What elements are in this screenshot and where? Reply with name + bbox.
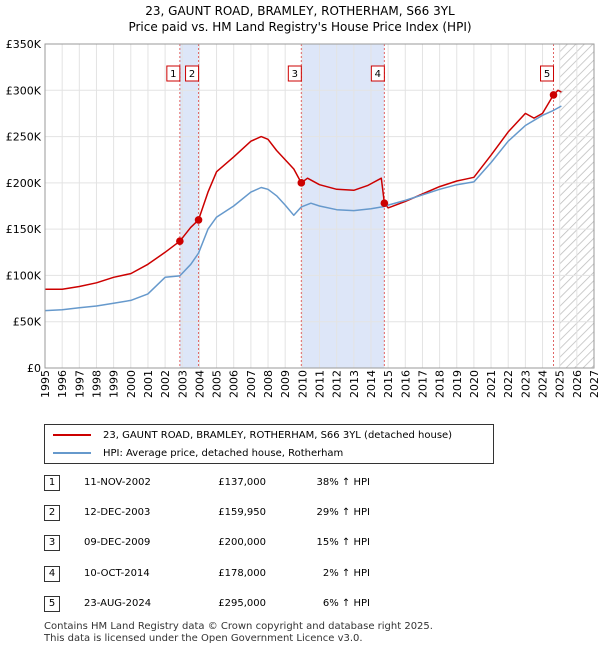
sale-hpi-change: 15% ↑ HPI bbox=[316, 537, 370, 548]
sale-date: 12-DEC-2003 bbox=[84, 507, 151, 518]
sale-hpi-change: 38% ↑ HPI bbox=[316, 477, 370, 488]
x-tick-label: 2008 bbox=[262, 370, 275, 398]
sale-point bbox=[194, 216, 203, 224]
chart-title: 23, GAUNT ROAD, BRAMLEY, ROTHERHAM, S66 … bbox=[145, 4, 455, 18]
sale-number-label: 3 bbox=[292, 69, 298, 80]
x-tick-label: 2021 bbox=[485, 370, 498, 398]
price-chart: 1 2 3 4 5 £0 £50K £100K £150K £200K £250K £300K £350… bbox=[6, 38, 600, 398]
footer-copyright: Contains HM Land Registry data © Crown c… bbox=[44, 621, 433, 632]
sale-price: £159,950 bbox=[218, 507, 266, 518]
x-tick-label: 1996 bbox=[56, 370, 69, 398]
sale-number-label: 5 bbox=[544, 69, 550, 80]
x-tick-label: 2000 bbox=[125, 370, 138, 398]
x-tick-label: 1997 bbox=[73, 370, 86, 398]
sale-date: 10-OCT-2014 bbox=[84, 568, 150, 579]
x-tick-label: 2027 bbox=[588, 370, 600, 398]
sale-hpi-change: 29% ↑ HPI bbox=[316, 507, 370, 518]
sale-number-box bbox=[540, 65, 555, 82]
y-tick-label: £300K bbox=[6, 84, 42, 97]
plot-frame bbox=[44, 43, 595, 369]
x-tick-label: 2026 bbox=[571, 370, 584, 398]
sale-price: £178,000 bbox=[218, 568, 266, 579]
sale-price: £295,000 bbox=[218, 598, 266, 609]
y-tick-label: £150K bbox=[6, 223, 42, 236]
x-tick-label: 2024 bbox=[537, 370, 550, 398]
sale-point bbox=[549, 91, 558, 99]
table-row: 5 23-AUG-2024 £295,000 6% ↑ HPI bbox=[44, 596, 404, 614]
sale-number: 3 bbox=[44, 535, 60, 551]
sale-price: £137,000 bbox=[218, 477, 266, 488]
x-tick-label: 2002 bbox=[159, 370, 172, 398]
x-tick-label: 2009 bbox=[279, 370, 292, 398]
sale-number-label: 4 bbox=[375, 69, 381, 80]
y-tick-label: £350K bbox=[6, 38, 42, 51]
x-tick-label: 2020 bbox=[468, 370, 481, 398]
sale-number: 2 bbox=[44, 505, 60, 521]
sale-point bbox=[380, 199, 389, 208]
legend: 23, GAUNT ROAD, BRAMLEY, ROTHERHAM, S66 … bbox=[44, 424, 494, 464]
footer-licence: This data is licensed under the Open Gov… bbox=[44, 633, 363, 644]
sale-number: 1 bbox=[44, 475, 60, 491]
x-tick-label: 2011 bbox=[314, 370, 327, 398]
sale-number-label: 2 bbox=[189, 69, 195, 80]
x-tick-label: 2016 bbox=[399, 370, 412, 398]
y-tick-label: £0 bbox=[27, 362, 41, 375]
table-row: 4 10-OCT-2014 £178,000 2% ↑ HPI bbox=[44, 566, 404, 584]
sale-price: £200,000 bbox=[218, 537, 266, 548]
y-tick-label: £200K bbox=[6, 177, 42, 190]
x-tick-label: 2006 bbox=[228, 370, 241, 398]
sale-number-label: 1 bbox=[170, 69, 176, 80]
x-tick-label: 1999 bbox=[108, 370, 121, 398]
x-tick-label: 1998 bbox=[90, 370, 103, 398]
sale-date: 09-DEC-2009 bbox=[84, 537, 151, 548]
y-tick-label: £50K bbox=[13, 316, 42, 329]
x-tick-label: 2012 bbox=[331, 370, 344, 398]
sale-number: 5 bbox=[44, 596, 60, 612]
sale-number-box bbox=[185, 65, 200, 82]
sale-number-box bbox=[166, 65, 181, 82]
sale-date: 11-NOV-2002 bbox=[84, 477, 151, 488]
y-tick-label: £250K bbox=[6, 131, 42, 144]
sale-number: 4 bbox=[44, 566, 60, 582]
x-tick-label: 2001 bbox=[142, 370, 155, 398]
x-tick-label: 2023 bbox=[519, 370, 532, 398]
x-tick-label: 2013 bbox=[348, 370, 361, 398]
table-row: 3 09-DEC-2009 £200,000 15% ↑ HPI bbox=[44, 535, 404, 553]
x-tick-label: 2015 bbox=[382, 370, 395, 398]
sale-hpi-change: 2% ↑ HPI bbox=[322, 568, 370, 579]
legend-item-hpi: HPI: Average price, detached house, Roth… bbox=[53, 445, 343, 461]
sale-date: 23-AUG-2024 bbox=[84, 598, 152, 609]
y-tick-label: £100K bbox=[6, 269, 42, 282]
x-tick-label: 2004 bbox=[193, 370, 206, 398]
legend-swatch-hpi bbox=[53, 452, 91, 454]
series-line-hpi bbox=[44, 105, 562, 312]
table-row: 1 11-NOV-2002 £137,000 38% ↑ HPI bbox=[44, 475, 404, 493]
sale-point bbox=[176, 237, 184, 245]
x-tick-label: 2005 bbox=[211, 370, 224, 398]
sale-number-box bbox=[287, 65, 302, 82]
x-tick-label: 2019 bbox=[451, 370, 464, 398]
x-tick-label: 2014 bbox=[365, 370, 378, 398]
x-tick-label: 2007 bbox=[245, 370, 258, 398]
sale-number-box bbox=[370, 65, 385, 82]
legend-label-property: 23, GAUNT ROAD, BRAMLEY, ROTHERHAM, S66 … bbox=[103, 429, 453, 441]
legend-item-property: 23, GAUNT ROAD, BRAMLEY, ROTHERHAM, S66 … bbox=[53, 427, 452, 443]
shaded-period bbox=[179, 44, 199, 368]
shaded-period bbox=[301, 44, 385, 368]
x-tick-label: 2017 bbox=[416, 370, 429, 398]
series-line-property bbox=[45, 89, 562, 291]
chart-subtitle: Price paid vs. HM Land Registry's House … bbox=[128, 20, 472, 34]
x-tick-label: 2010 bbox=[296, 370, 309, 398]
sale-point bbox=[297, 179, 306, 187]
x-tick-label: 2003 bbox=[176, 370, 189, 398]
legend-swatch-property bbox=[53, 434, 91, 436]
x-tick-label: 2025 bbox=[554, 370, 567, 398]
x-tick-label: 2022 bbox=[502, 370, 515, 398]
sale-hpi-change: 6% ↑ HPI bbox=[322, 598, 370, 609]
x-tick-label: 2018 bbox=[434, 370, 447, 398]
x-tick-label: 1995 bbox=[39, 370, 52, 398]
legend-label-hpi: HPI: Average price, detached house, Roth… bbox=[103, 447, 344, 459]
table-row: 2 12-DEC-2003 £159,950 29% ↑ HPI bbox=[44, 505, 404, 523]
